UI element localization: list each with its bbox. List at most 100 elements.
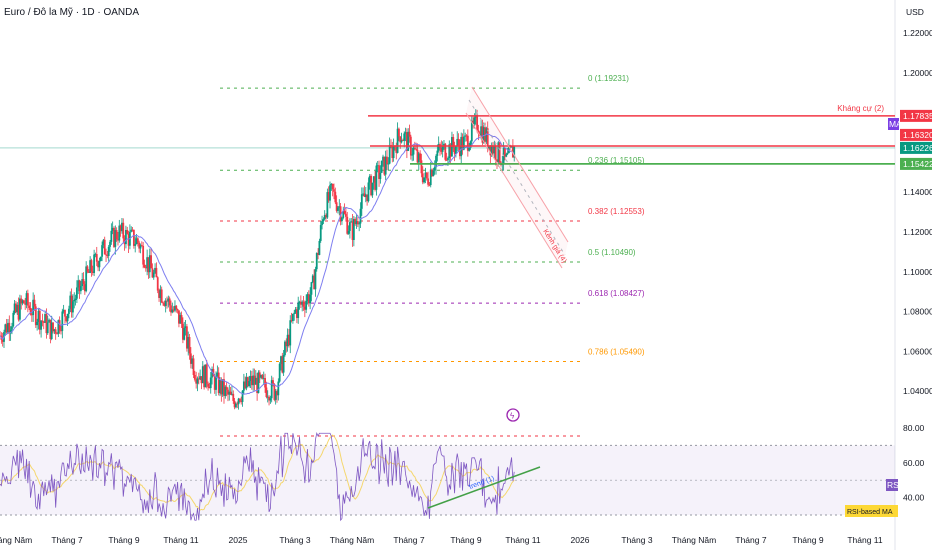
candle-body — [322, 219, 325, 222]
candle-body — [386, 156, 388, 165]
candle-body — [395, 147, 398, 153]
candle-body — [147, 257, 150, 273]
candle-body — [102, 239, 105, 246]
candle-body — [65, 316, 68, 322]
ma-tag-label: MA — [889, 119, 902, 129]
candle-body — [277, 381, 280, 396]
candle-body — [496, 159, 498, 162]
candle-body — [57, 320, 60, 334]
candle-body — [237, 398, 240, 405]
candle-body — [392, 145, 395, 159]
candle-body — [421, 173, 424, 183]
candle-body — [506, 153, 509, 155]
candle-body — [370, 175, 372, 196]
candle-body — [436, 150, 439, 156]
candle-body — [339, 206, 342, 222]
candle-body — [510, 146, 513, 148]
candle-body — [46, 322, 49, 334]
candle-body — [276, 391, 278, 396]
candle-body — [151, 268, 154, 278]
candle-body — [144, 267, 147, 269]
candle-body — [121, 222, 123, 232]
candle-body — [289, 320, 292, 346]
candle-body — [356, 221, 359, 225]
candle-body — [107, 246, 110, 256]
candle-body — [286, 334, 289, 347]
candle-body — [273, 384, 276, 400]
candle-body — [315, 253, 318, 270]
candle-body — [160, 289, 163, 303]
candle-body — [469, 141, 472, 149]
candle-body — [146, 257, 149, 269]
candle-body — [425, 172, 428, 179]
candle-body — [466, 135, 469, 151]
candle-body — [75, 287, 78, 299]
candle-body — [494, 145, 497, 160]
candle-body — [21, 300, 24, 304]
candle-body — [391, 146, 394, 159]
candle-body — [367, 182, 370, 202]
candle-body — [449, 144, 452, 157]
candle-body — [293, 312, 296, 314]
lightning-glyph: ϟ — [510, 412, 515, 421]
candle-body — [235, 403, 237, 408]
candle-body — [288, 334, 290, 346]
candle-body — [95, 254, 98, 262]
candle-body — [262, 378, 265, 379]
candle-body — [170, 305, 172, 313]
candle-body — [368, 175, 371, 183]
candle-body — [402, 140, 404, 142]
candle-body — [445, 159, 448, 161]
candle-body — [264, 378, 266, 388]
candle-body — [270, 380, 273, 399]
price-tag-label: 1.17835 — [903, 111, 932, 121]
candle-body — [326, 192, 329, 218]
candle-body — [34, 306, 37, 326]
candle-body — [364, 194, 367, 197]
candle-body — [240, 401, 243, 403]
candle-body — [195, 379, 198, 384]
candle-body — [61, 311, 64, 331]
candle-body — [274, 391, 277, 400]
candle-body — [387, 163, 390, 165]
candle-body — [188, 337, 191, 354]
x-tick-label: Tháng 11 — [847, 535, 883, 545]
candle-body — [77, 280, 80, 288]
candle-body — [209, 377, 212, 389]
candle-body — [216, 372, 219, 377]
candle-body — [470, 120, 473, 142]
candle-body — [477, 130, 480, 134]
resistance-label: Kháng cự (2) — [837, 104, 884, 113]
candle-body — [382, 156, 384, 161]
candle-body — [413, 147, 416, 149]
candle-body — [197, 378, 200, 380]
candle-body — [472, 120, 475, 125]
candle-body — [189, 353, 192, 364]
candle-body — [78, 280, 81, 292]
candle-body — [115, 230, 118, 240]
candle-body — [498, 142, 501, 163]
candle-body — [272, 380, 274, 385]
fib-level-label: 0.618 (1.08427) — [588, 289, 645, 298]
candle-body — [117, 239, 119, 241]
candle-body — [464, 135, 467, 137]
candle-body — [179, 315, 182, 324]
candle-body — [280, 356, 282, 364]
candle-body — [111, 227, 114, 231]
candle-body — [54, 329, 57, 334]
candle-body — [217, 372, 220, 394]
price-tag — [900, 157, 932, 170]
candle-body — [224, 386, 227, 396]
candle-body — [319, 225, 322, 241]
candle-body — [162, 302, 164, 304]
candle-body — [72, 301, 74, 313]
candle-body — [74, 298, 77, 300]
candle-body — [396, 128, 399, 153]
candle-body — [172, 309, 175, 311]
candle-body — [404, 132, 407, 134]
candle-body — [388, 145, 391, 164]
candle-body — [227, 389, 229, 395]
rsi-ma-tag-label: RSI-based MA — [847, 509, 893, 516]
candle-body — [20, 298, 23, 304]
